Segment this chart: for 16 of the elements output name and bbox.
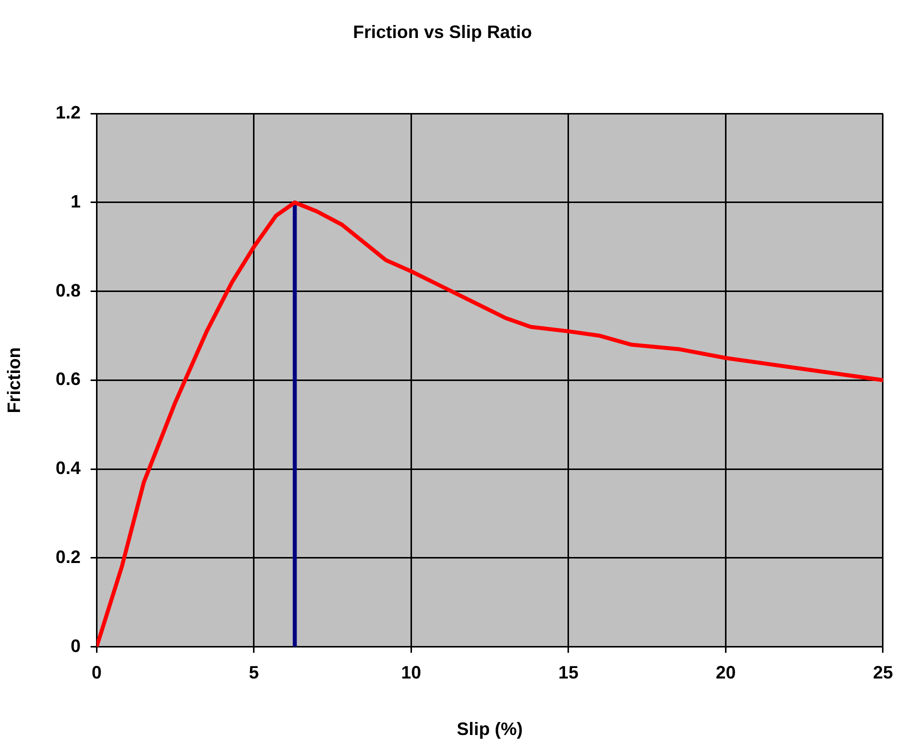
x-tick-label: 25 [872,662,894,683]
y-tick-label: 0.8 [56,280,81,300]
x-axis-title: Slip (%) [456,719,523,740]
x-tick-label: 5 [248,662,259,683]
y-tick-label: 0.6 [56,369,81,390]
y-tick-label: 1.2 [56,102,81,123]
y-axis-title: Friction [4,347,24,414]
x-tick-label: 20 [716,662,736,683]
y-tick-label: 1 [70,191,81,212]
x-tick-label: 0 [92,662,102,683]
y-tick-label: 0.4 [56,458,81,478]
chart-title: Friction vs Slip Ratio [352,22,532,42]
y-tick-label: 0 [70,636,81,656]
x-tick-label: 15 [558,662,578,683]
y-tick-label: 0.2 [56,546,81,567]
x-tick-label: 10 [401,662,422,683]
